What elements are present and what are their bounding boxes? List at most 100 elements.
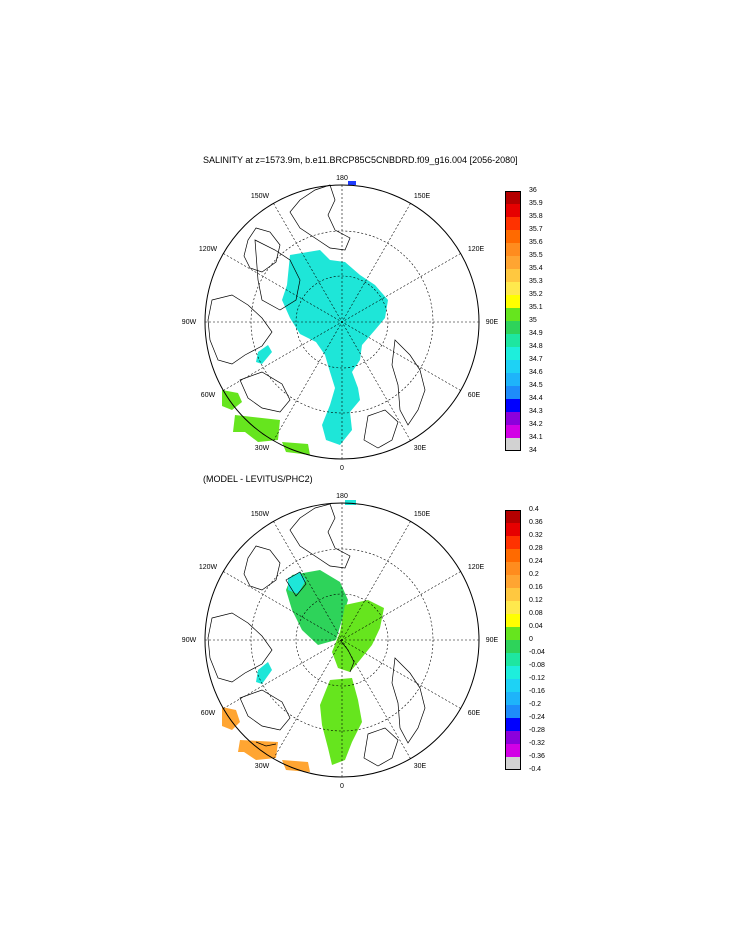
colorbar-tick-label: 0.04 bbox=[529, 623, 543, 630]
colorbar-tick-label: 34.5 bbox=[529, 382, 543, 389]
panel2-label-150E: 150E bbox=[414, 511, 431, 518]
colorbar-tick-label: 34.7 bbox=[529, 356, 543, 363]
colorbar-tick-label: -0.4 bbox=[529, 766, 542, 773]
panel1-label-150E: 150E bbox=[414, 193, 431, 200]
colorbar-swatch bbox=[505, 425, 521, 438]
colorbar-tick-label: -0.04 bbox=[529, 649, 545, 656]
panel2-lat-75 bbox=[295, 593, 389, 687]
colorbar-swatch bbox=[505, 692, 521, 705]
colorbar-tick-label: 0.24 bbox=[529, 558, 543, 565]
panel2-label-60W: 60W bbox=[201, 710, 216, 717]
colorbar-tick-label: -0.2 bbox=[529, 701, 542, 708]
panel1-label-30E: 30E bbox=[414, 445, 427, 452]
colorbar-swatch bbox=[505, 666, 521, 679]
colorbar-tick-label: -0.32 bbox=[529, 740, 545, 747]
colorbar-tick-label: 0.36 bbox=[529, 519, 543, 526]
colorbar-swatch bbox=[505, 269, 521, 282]
panel1-label-0: 0 bbox=[340, 465, 344, 472]
colorbar-tick-label: 0.4 bbox=[529, 506, 539, 513]
panel1-lat-75 bbox=[295, 275, 389, 369]
colorbar-swatch bbox=[505, 295, 521, 308]
panel1-cyan-spot bbox=[256, 345, 272, 364]
colorbar-swatch bbox=[505, 386, 521, 399]
panel2-cyan-spot-a bbox=[288, 572, 306, 594]
panel2-label-30W: 30W bbox=[255, 763, 270, 770]
panel1-label-120W: 120W bbox=[199, 246, 218, 253]
colorbar-swatch bbox=[505, 243, 521, 256]
colorbar-swatch bbox=[505, 347, 521, 360]
panel1-label-30W: 30W bbox=[255, 445, 270, 452]
colorbar-swatch bbox=[505, 191, 521, 204]
colorbar-swatch bbox=[505, 204, 521, 217]
colorbar-swatch bbox=[505, 334, 521, 347]
colorbar-tick-label: 35.2 bbox=[529, 291, 543, 298]
panel2-label-150W: 150W bbox=[251, 511, 270, 518]
colorbar-tick-label: 0.32 bbox=[529, 532, 543, 539]
colorbar-tick-label: 34 bbox=[529, 447, 537, 454]
colorbar-tick-label: -0.36 bbox=[529, 753, 545, 760]
colorbar-swatch bbox=[505, 412, 521, 425]
colorbar-tick-label: 34.6 bbox=[529, 369, 543, 376]
panel2-orange-60W bbox=[222, 707, 240, 730]
panel2-title: (MODEL - LEVITUS/PHC2) bbox=[203, 474, 313, 484]
colorbar-border bbox=[505, 510, 521, 770]
panel2-label-90E: 90E bbox=[486, 637, 499, 644]
colorbar-tick-label: 34.4 bbox=[529, 395, 543, 402]
colorbar-tick-label: 35.7 bbox=[529, 226, 543, 233]
colorbar-tick-label: 34.2 bbox=[529, 421, 543, 428]
colorbar-swatch bbox=[505, 321, 521, 334]
colorbar-swatch bbox=[505, 510, 521, 523]
panel2-map: 180 150W 150E 120W 120E 90W 90E 60W 60E … bbox=[182, 493, 499, 790]
panel2-coastlines bbox=[207, 503, 426, 767]
panel1-label-90E: 90E bbox=[486, 319, 499, 326]
colorbar-tick-label: 34.1 bbox=[529, 434, 543, 441]
colorbar-swatch bbox=[505, 757, 521, 770]
colorbar-border bbox=[505, 191, 521, 451]
panel2-label-90W: 90W bbox=[182, 637, 197, 644]
panel2-cyan-spot-180 bbox=[345, 500, 356, 505]
colorbar-swatch bbox=[505, 256, 521, 269]
colorbar-tick-label: 35 bbox=[529, 317, 537, 324]
panel1-map: 180 150W 150E 120W 120E 90W 90E 60W 60E … bbox=[182, 175, 499, 472]
colorbar-swatch bbox=[505, 399, 521, 412]
colorbar-swatch bbox=[505, 614, 521, 627]
panel1-label-60W: 60W bbox=[201, 392, 216, 399]
colorbar-swatch bbox=[505, 217, 521, 230]
colorbar-swatch bbox=[505, 731, 521, 744]
colorbar-tick-label: 0.28 bbox=[529, 545, 543, 552]
colorbar-tick-label: 34.9 bbox=[529, 330, 543, 337]
colorbar-swatch bbox=[505, 627, 521, 640]
panel1-label-90W: 90W bbox=[182, 319, 197, 326]
colorbar-tick-label: -0.28 bbox=[529, 727, 545, 734]
panel1-label-180: 180 bbox=[336, 175, 348, 182]
colorbar-tick-label: 35.3 bbox=[529, 278, 543, 285]
colorbar-tick-label: 35.9 bbox=[529, 200, 543, 207]
colorbar-swatch bbox=[505, 523, 521, 536]
colorbar-swatch bbox=[505, 373, 521, 386]
colorbar-tick-label: 36 bbox=[529, 187, 537, 194]
colorbar-tick-label: 35.6 bbox=[529, 239, 543, 246]
colorbar-swatch bbox=[505, 653, 521, 666]
panel1-label-120E: 120E bbox=[468, 246, 485, 253]
colorbar-tick-label: 0.08 bbox=[529, 610, 543, 617]
panel1-green-30W-b bbox=[282, 442, 310, 455]
colorbar-tick-label: 35.5 bbox=[529, 252, 543, 259]
colorbar-swatch bbox=[505, 588, 521, 601]
panel1-label-150W: 150W bbox=[251, 193, 270, 200]
colorbar-swatch bbox=[505, 575, 521, 588]
panel1-label-60E: 60E bbox=[468, 392, 481, 399]
colorbar-tick-label: -0.08 bbox=[529, 662, 545, 669]
colorbar-swatch bbox=[505, 562, 521, 575]
panel2-orange-30W-b bbox=[282, 760, 310, 772]
colorbar-tick-label: 35.8 bbox=[529, 213, 543, 220]
panel1-meridians bbox=[205, 185, 479, 459]
colorbar-tick-label: 0.2 bbox=[529, 571, 539, 578]
colorbar-swatch bbox=[505, 679, 521, 692]
colorbar-swatch bbox=[505, 601, 521, 614]
panel1-green-60W bbox=[222, 390, 242, 410]
colorbar-tick-label: 35.1 bbox=[529, 304, 543, 311]
colorbar-swatch bbox=[505, 438, 521, 451]
panel2-cyan-spot-b bbox=[256, 662, 272, 684]
colorbar-tick-label: -0.24 bbox=[529, 714, 545, 721]
colorbar-tick-label: -0.16 bbox=[529, 688, 545, 695]
